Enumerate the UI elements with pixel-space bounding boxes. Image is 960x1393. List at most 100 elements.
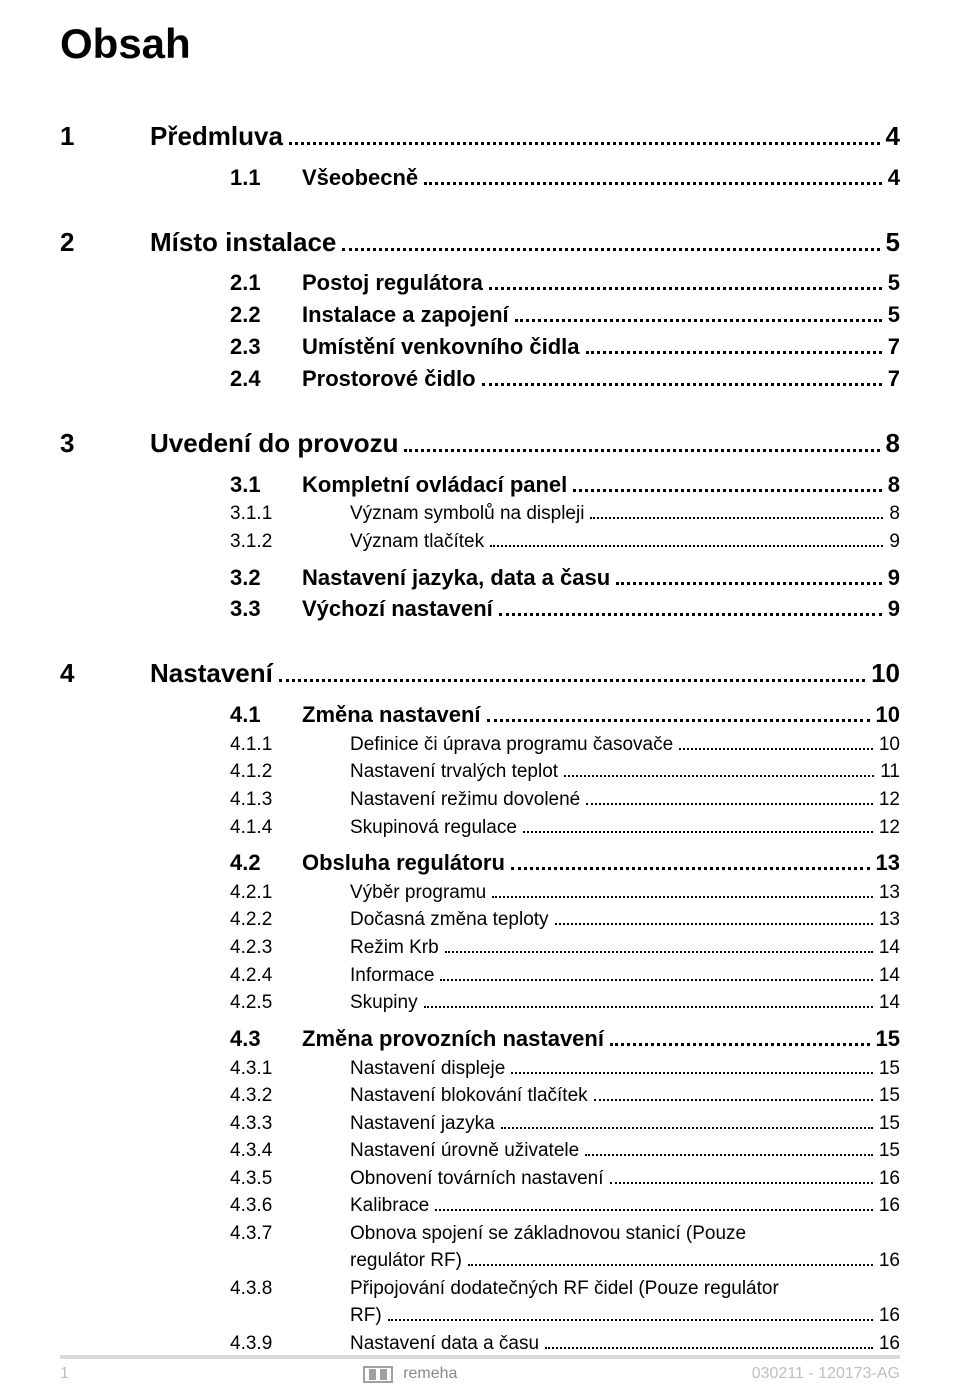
toc-entry-page: 4 (888, 162, 900, 194)
toc-entry-page: 7 (888, 363, 900, 395)
toc-entry-page: 10 (876, 699, 900, 731)
toc-entry-text: Nastavení jazyka (350, 1110, 495, 1138)
toc-entry-number: 4.3.7 (230, 1220, 350, 1248)
toc-leader-dots (679, 748, 873, 750)
toc-entry-page: 7 (888, 331, 900, 363)
toc-leader-dots (610, 1182, 873, 1184)
toc-entry-page: 14 (879, 989, 900, 1017)
toc-entry: 3Uvedení do provozu8 (60, 425, 900, 463)
toc-entry-page: 16 (879, 1330, 900, 1358)
toc-entry: 1.1Všeobecně4 (60, 162, 900, 194)
toc-leader-dots (585, 1154, 873, 1156)
toc-entry-page: 11 (880, 758, 900, 786)
toc-entry-text: Dočasná změna teploty (350, 906, 549, 934)
toc-entry-page: 5 (886, 224, 900, 262)
toc-entry-text: Uvedení do provozu (150, 425, 398, 463)
toc-entry-number: 3.2 (230, 562, 302, 594)
toc-entry-number: 4 (60, 655, 150, 693)
toc-entry-text: Postoj regulátora (302, 267, 483, 299)
toc-entry-text: Definice či úprava programu časovače (350, 731, 673, 759)
toc-entry: 4.2.5Skupiny 14 (60, 989, 900, 1017)
toc-entry: 4.1Změna nastavení10 (60, 699, 900, 731)
toc-leader-dots (501, 1127, 873, 1129)
toc-entry-number: 4.2.5 (230, 989, 350, 1017)
toc-leader-dots (440, 979, 872, 981)
toc-entry: 4.2.4Informace14 (60, 962, 900, 990)
toc-entry: 2.3Umístění venkovního čidla7 (60, 331, 900, 363)
toc-entry: 4.3.3Nastavení jazyka15 (60, 1110, 900, 1138)
toc-entry-text: Skupiny (350, 989, 418, 1017)
toc-entry-text: Nastavení jazyka, data a času (302, 562, 610, 594)
toc-entry-text: Skupinová regulace (350, 814, 517, 842)
toc-entry-text: Informace (350, 962, 434, 990)
page: Obsah 1Předmluva41.1Všeobecně42Místo ins… (0, 0, 960, 1393)
toc-entry: 1Předmluva4 (60, 118, 900, 156)
toc-entry: 4.1.4Skupinová regulace 12 (60, 814, 900, 842)
toc-leader-dots (515, 319, 882, 322)
toc-leader-dots (445, 951, 873, 953)
toc-leader-dots (511, 1072, 873, 1074)
toc-leader-dots (388, 1319, 873, 1321)
toc-entry-number: 4.3.3 (230, 1110, 350, 1138)
toc-leader-dots (424, 1006, 873, 1008)
toc-entry: 4.2.2Dočasná změna teploty13 (60, 906, 900, 934)
toc-entry-page: 15 (879, 1082, 900, 1110)
toc-entry-page: 9 (889, 528, 900, 556)
toc-leader-dots (545, 1347, 873, 1349)
toc-entry: 4.3.4Nastavení úrovně uživatele15 (60, 1137, 900, 1165)
toc-entry-page: 12 (879, 814, 900, 842)
toc-leader-dots (590, 517, 883, 519)
footer-brand: remeha (363, 1365, 457, 1383)
toc-entry: 2.4Prostorové čidlo7 (60, 363, 900, 395)
toc-entry-text: Význam symbolů na displeji (350, 500, 584, 528)
toc-entry-text: regulátor RF) (350, 1247, 462, 1275)
toc-entry-page: 14 (879, 934, 900, 962)
toc-entry-number: 4.3.8 (230, 1275, 350, 1303)
toc-entry-page: 5 (888, 267, 900, 299)
toc-leader-dots (487, 719, 870, 722)
toc-entry: 4.1.3Nastavení režimu dovolené12 (60, 786, 900, 814)
toc-entry-text: Obnova spojení se základnovou stanicí (P… (350, 1220, 746, 1248)
toc-entry-page: 16 (879, 1165, 900, 1193)
footer-page-number: 1 (60, 1365, 69, 1383)
toc-leader-dots (342, 248, 879, 251)
toc-entry-number: 4.2.1 (230, 879, 350, 907)
toc-entry-text: Nastavení data a času (350, 1330, 539, 1358)
toc-entry-number: 4.3.1 (230, 1055, 350, 1083)
toc-entry-number: 4.1.4 (230, 814, 350, 842)
toc-entry: 4.3.6Kalibrace16 (60, 1192, 900, 1220)
toc-entry: 4.3.7Obnova spojení se základnovou stani… (60, 1220, 900, 1248)
page-title: Obsah (60, 20, 900, 68)
toc-entry-number: 4.3.4 (230, 1137, 350, 1165)
toc-leader-dots (424, 182, 882, 185)
toc-entry: 4.3.5Obnovení továrních nastavení16 (60, 1165, 900, 1193)
toc-entry: 2Místo instalace5 (60, 224, 900, 262)
toc-entry-number: 1 (60, 118, 150, 156)
toc-entry: 4.3Změna provozních nastavení15 (60, 1023, 900, 1055)
toc-entry-text: Místo instalace (150, 224, 336, 262)
toc-entry-text: RF) (350, 1302, 382, 1330)
toc-leader-dots (511, 867, 870, 870)
toc-entry: 3.3Výchozí nastavení 9 (60, 593, 900, 625)
toc-entry-page: 13 (876, 847, 900, 879)
toc-entry-number: 4.1.3 (230, 786, 350, 814)
toc-entry-number: 3.3 (230, 593, 302, 625)
toc-entry-page: 16 (879, 1302, 900, 1330)
toc-entry-text: Výchozí nastavení (302, 593, 493, 625)
toc-entry-page: 10 (871, 655, 900, 693)
toc-leader-dots (435, 1209, 873, 1211)
toc-entry: 2.1Postoj regulátora5 (60, 267, 900, 299)
toc-entry-text: Nastavení trvalých teplot (350, 758, 558, 786)
toc-entry-page: 15 (879, 1055, 900, 1083)
toc-entry: 3.1.2Význam tlačítek9 (60, 528, 900, 556)
toc-leader-dots (468, 1264, 873, 1266)
toc-entry-number: 2.3 (230, 331, 302, 363)
toc-entry: 2.2Instalace a zapojení5 (60, 299, 900, 331)
toc-entry-page: 9 (888, 593, 900, 625)
toc-entry-number: 4.1.2 (230, 758, 350, 786)
toc-entry-text: Instalace a zapojení (302, 299, 509, 331)
toc-entry-text: Výběr programu (350, 879, 486, 907)
toc-spacer (60, 395, 900, 425)
toc-leader-dots (523, 831, 873, 833)
toc-leader-dots (586, 803, 873, 805)
